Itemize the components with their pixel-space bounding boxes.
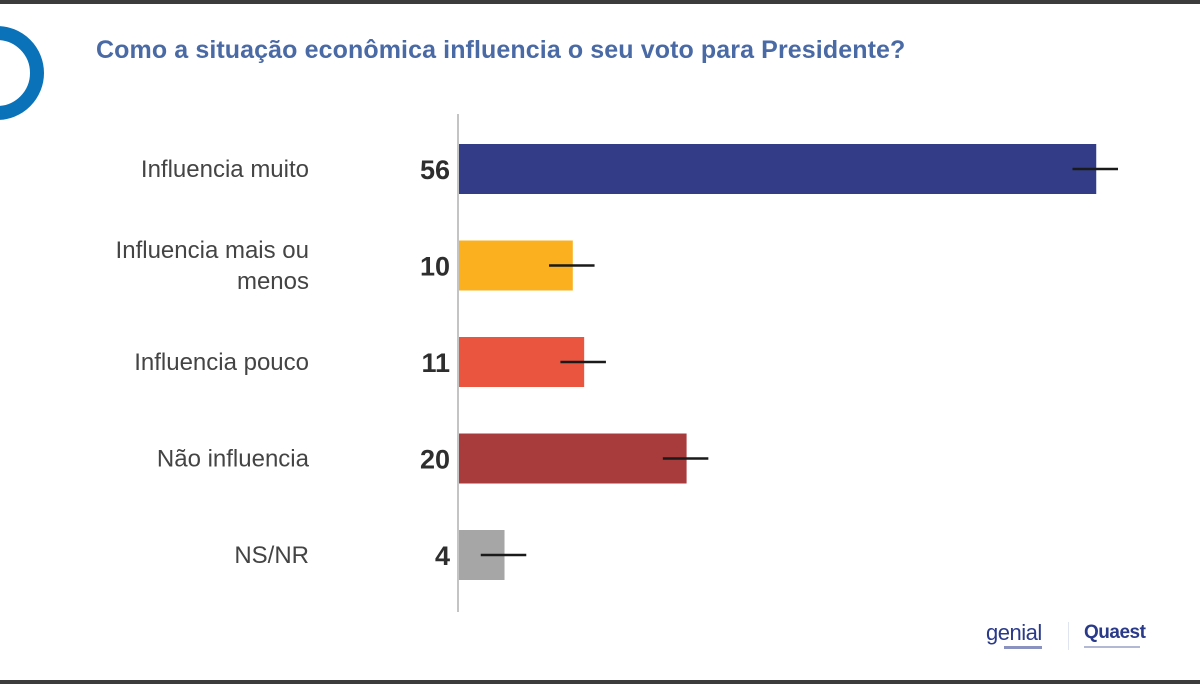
genial-logo: genial (986, 620, 1042, 645)
category-label-line: Influencia pouco (134, 349, 309, 376)
value-label-2: 11 (421, 348, 450, 378)
bar-0 (459, 144, 1097, 194)
category-label-0: Influencia muito (141, 156, 309, 183)
category-label-2: Influencia pouco (134, 349, 309, 376)
category-label-1: Influencia mais ou menos (116, 237, 309, 295)
value-label-4: 4 (435, 541, 450, 571)
category-label-line: menos (237, 268, 309, 295)
value-label-0: 56 (420, 155, 450, 185)
category-label-4: NS/NR (234, 542, 309, 569)
category-label-line: Influencia mais ou (116, 237, 309, 264)
category-label-line: Não influencia (157, 446, 310, 473)
bottom-border (0, 680, 1200, 684)
bar-3 (459, 433, 687, 484)
value-label-1: 10 (420, 252, 450, 282)
genial-logo-tagline (1004, 646, 1042, 649)
quaest-logo-tagline (1084, 646, 1140, 648)
logo-separator (1068, 622, 1069, 650)
top-border (0, 0, 1200, 4)
chart-title: Como a situação econômica influencia o s… (96, 36, 906, 64)
category-label-line: Influencia muito (141, 156, 309, 183)
category-label-line: NS/NR (234, 542, 309, 569)
category-label-3: Não influencia (157, 446, 310, 473)
quaest-logo: Quaest (1084, 622, 1146, 643)
value-label-3: 20 (420, 445, 450, 475)
footer-logos: genial Quaest (986, 620, 1146, 654)
